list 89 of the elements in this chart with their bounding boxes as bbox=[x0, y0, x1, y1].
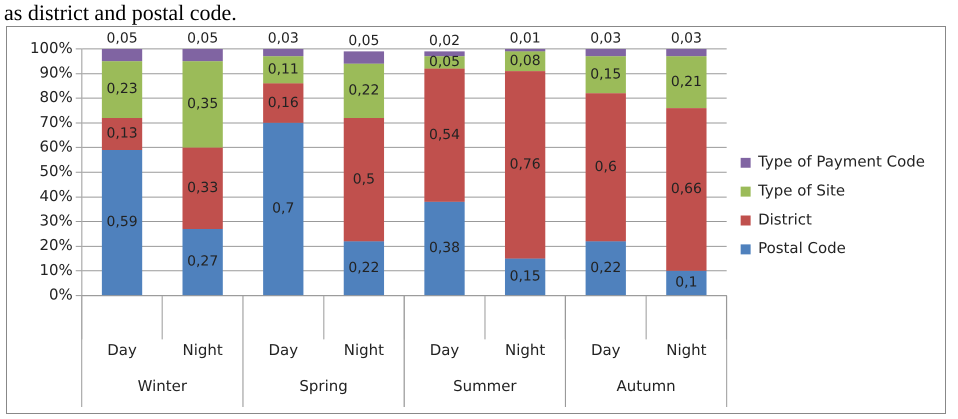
data-label: 0,13 bbox=[106, 126, 138, 142]
data-label: 0,23 bbox=[106, 81, 138, 98]
bar bbox=[344, 64, 384, 118]
x-tick-label: Day bbox=[590, 341, 621, 360]
bar bbox=[666, 108, 707, 271]
legend-label: Type of Payment Code bbox=[757, 152, 925, 171]
data-label: 0,03 bbox=[268, 30, 299, 47]
data-label: 0,05 bbox=[106, 30, 138, 47]
x-tick-label: Day bbox=[268, 341, 298, 360]
data-label: 0,66 bbox=[670, 181, 702, 198]
text: Autumn bbox=[616, 377, 676, 395]
y-tick-label: 100% bbox=[30, 38, 73, 57]
bar bbox=[504, 258, 546, 296]
x-tick-label: Day bbox=[107, 341, 137, 360]
bar bbox=[424, 51, 465, 56]
y-tick-label: 50% bbox=[39, 162, 73, 180]
data-label: 0,76 bbox=[510, 156, 541, 172]
bar bbox=[182, 228, 223, 296]
bar bbox=[586, 56, 626, 94]
data-label: 0,54 bbox=[428, 126, 460, 143]
data-label: 0,05 bbox=[348, 33, 380, 50]
bar bbox=[102, 61, 142, 118]
legend-label: Postal Code bbox=[758, 239, 846, 258]
x-tick-label: Night bbox=[344, 341, 384, 360]
bar bbox=[263, 122, 304, 296]
y-tick-label: 40% bbox=[39, 186, 73, 205]
text: Summer bbox=[453, 377, 518, 395]
data-label: 0,7 bbox=[272, 200, 294, 217]
data-label: 0,1 bbox=[675, 274, 698, 291]
bar bbox=[666, 270, 707, 296]
bar bbox=[424, 68, 465, 202]
data-label: 0,11 bbox=[268, 62, 299, 78]
legend-label: Type of Site bbox=[757, 182, 846, 200]
data-label: 0,15 bbox=[590, 66, 622, 82]
bar bbox=[182, 148, 223, 229]
text: Winter bbox=[138, 377, 188, 395]
data-label: 0,5 bbox=[352, 171, 375, 188]
y-tick-label: 90% bbox=[39, 63, 73, 82]
data-label: 0,05 bbox=[428, 54, 460, 70]
y-tick-label: 10% bbox=[39, 260, 73, 279]
y-tick-label: 60% bbox=[39, 137, 73, 156]
x-tick-label: Night bbox=[505, 341, 546, 360]
data-label: 0,03 bbox=[590, 30, 622, 47]
data-label: 0,33 bbox=[187, 180, 218, 196]
data-label: 0,21 bbox=[670, 74, 702, 90]
data-label: 0,22 bbox=[348, 260, 380, 276]
data-label: 0,6 bbox=[594, 158, 617, 175]
data-label: 0,15 bbox=[510, 268, 541, 284]
data-label: 0,22 bbox=[590, 260, 622, 276]
bar bbox=[182, 48, 223, 62]
bar bbox=[504, 48, 546, 52]
bar bbox=[586, 93, 626, 242]
bar bbox=[263, 48, 304, 56]
x-tick-label: Night bbox=[182, 341, 223, 360]
bar bbox=[586, 241, 626, 296]
bar bbox=[182, 61, 223, 148]
bar bbox=[102, 150, 142, 296]
data-label: 0,35 bbox=[187, 96, 218, 112]
x-tick-label: Day bbox=[430, 341, 460, 360]
data-label: 0,03 bbox=[670, 30, 702, 47]
data-label: 0,59 bbox=[106, 214, 138, 230]
legend-label: District bbox=[758, 210, 812, 228]
data-label: 0,27 bbox=[187, 254, 218, 270]
y-tick-label: 20% bbox=[39, 236, 73, 254]
y-tick-label: 70% bbox=[39, 112, 73, 131]
bar bbox=[666, 56, 707, 108]
data-label: 0,05 bbox=[187, 30, 218, 47]
data-label: 0,22 bbox=[348, 82, 380, 98]
y-tick-label: 30% bbox=[39, 211, 73, 230]
data-label: 0,02 bbox=[428, 33, 460, 50]
bar bbox=[344, 51, 384, 64]
data-label: 0,16 bbox=[268, 94, 299, 111]
x-tick-label: Night bbox=[666, 341, 707, 360]
bar bbox=[344, 241, 384, 296]
bar bbox=[263, 83, 304, 123]
bar bbox=[344, 118, 384, 242]
text: Spring bbox=[299, 377, 348, 395]
data-label: 0,38 bbox=[428, 240, 460, 256]
bar bbox=[102, 118, 142, 150]
bar bbox=[666, 48, 707, 56]
bar bbox=[586, 48, 626, 56]
bar bbox=[102, 48, 142, 62]
y-tick-label: 0% bbox=[49, 286, 73, 304]
data-label: 0,01 bbox=[510, 30, 541, 47]
bar bbox=[424, 202, 465, 296]
data-label: 0,08 bbox=[510, 52, 541, 69]
y-tick-label: 80% bbox=[39, 88, 73, 106]
bar bbox=[504, 71, 546, 259]
chart-title: as district and postal code. bbox=[3, 0, 238, 26]
